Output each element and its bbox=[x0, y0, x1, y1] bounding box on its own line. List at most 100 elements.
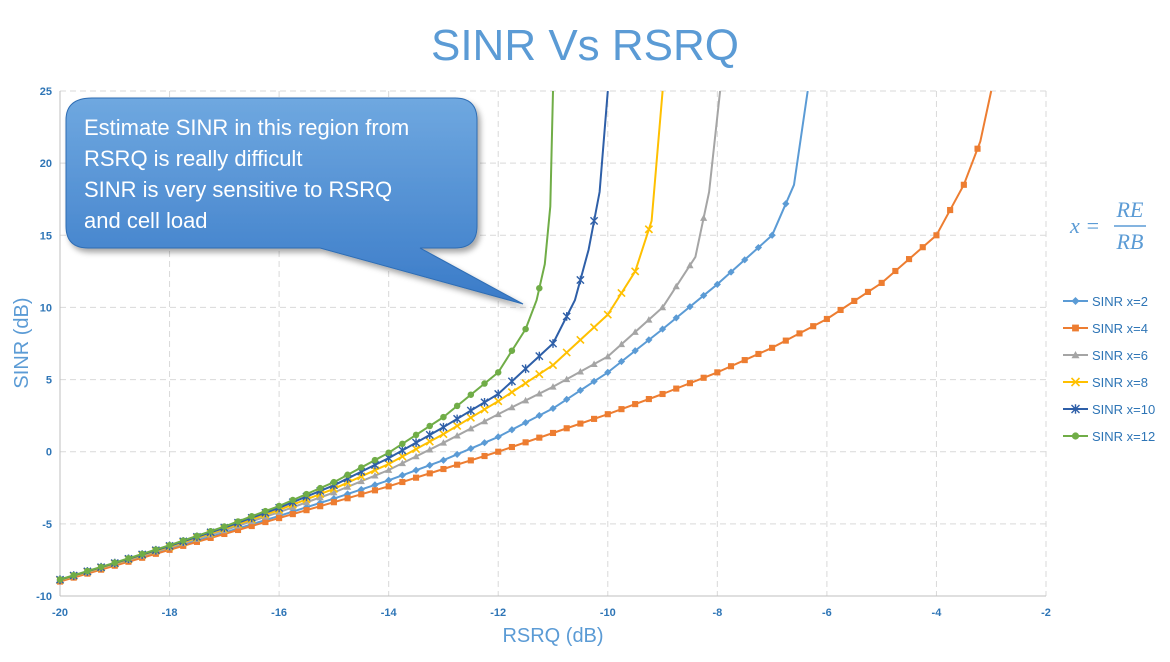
data-point bbox=[741, 357, 748, 364]
data-point bbox=[837, 306, 844, 314]
data-point bbox=[344, 471, 351, 479]
data-point bbox=[262, 518, 269, 526]
data-point bbox=[398, 471, 406, 479]
data-point bbox=[507, 388, 517, 397]
x-tick-label: -14 bbox=[381, 607, 398, 619]
data-point bbox=[399, 478, 406, 486]
axes bbox=[59, 91, 1046, 597]
data-point bbox=[439, 422, 448, 432]
data-point bbox=[411, 444, 421, 454]
data-point bbox=[521, 364, 530, 374]
data-point bbox=[193, 538, 201, 545]
data-point bbox=[480, 417, 489, 425]
chart-title: SINR Vs RSRQ bbox=[431, 21, 739, 70]
data-point bbox=[577, 420, 584, 427]
formula-lhs: x = bbox=[1069, 213, 1100, 238]
data-point bbox=[603, 310, 612, 319]
data-point bbox=[1071, 432, 1080, 440]
data-point bbox=[480, 439, 489, 447]
data-point bbox=[727, 268, 735, 276]
data-point bbox=[700, 374, 707, 381]
data-point bbox=[480, 397, 489, 407]
data-point bbox=[632, 401, 639, 408]
data-point bbox=[686, 380, 694, 387]
data-point bbox=[399, 440, 406, 448]
formula-denominator: RB bbox=[1116, 229, 1144, 254]
legend-item: SINR x=4 bbox=[1063, 321, 1148, 336]
data-point bbox=[755, 350, 762, 358]
data-point bbox=[508, 347, 516, 354]
data-point bbox=[548, 360, 558, 370]
data-point bbox=[330, 488, 338, 496]
data-point bbox=[617, 357, 626, 366]
data-point bbox=[152, 546, 160, 553]
data-point bbox=[645, 316, 653, 323]
data-point bbox=[947, 206, 954, 214]
legend-item: SINR x=12 bbox=[1063, 429, 1155, 444]
x-tick-label: -10 bbox=[600, 607, 616, 619]
data-point bbox=[480, 405, 489, 414]
data-point bbox=[481, 452, 488, 460]
data-point bbox=[535, 390, 543, 397]
data-point bbox=[864, 288, 872, 295]
data-point bbox=[974, 145, 981, 152]
data-point bbox=[672, 282, 680, 290]
data-point bbox=[467, 457, 474, 464]
data-point bbox=[371, 481, 379, 489]
data-point bbox=[563, 395, 571, 404]
data-point bbox=[343, 483, 352, 490]
callout-bubble bbox=[65, 97, 524, 305]
data-point bbox=[933, 232, 940, 239]
y-tick-label: 5 bbox=[46, 375, 52, 387]
data-point bbox=[536, 434, 543, 441]
x-tick-label: -6 bbox=[822, 607, 832, 619]
legend-item: SINR x=2 bbox=[1063, 294, 1148, 309]
data-point bbox=[385, 476, 393, 484]
data-point bbox=[658, 303, 667, 311]
data-point bbox=[385, 466, 393, 473]
data-point bbox=[316, 484, 324, 492]
data-point bbox=[193, 532, 201, 540]
legend-label: SINR x=10 bbox=[1092, 402, 1155, 417]
callout-line-1: Estimate SINR in this region from bbox=[84, 115, 409, 140]
data-point bbox=[466, 413, 475, 422]
data-point bbox=[1071, 351, 1080, 359]
y-tick-label: -5 bbox=[42, 519, 52, 531]
data-point bbox=[453, 414, 462, 424]
data-point bbox=[330, 495, 338, 503]
data-point bbox=[521, 379, 530, 388]
data-point bbox=[440, 413, 447, 421]
x-tick-label: -4 bbox=[932, 607, 943, 619]
data-point bbox=[522, 439, 529, 446]
data-point bbox=[535, 411, 543, 420]
x-tick-label: -18 bbox=[162, 607, 178, 619]
data-point bbox=[398, 452, 407, 461]
data-point bbox=[371, 487, 379, 494]
data-point bbox=[576, 368, 584, 375]
data-point bbox=[426, 470, 433, 477]
data-point bbox=[111, 559, 119, 566]
data-point bbox=[343, 490, 352, 498]
data-point bbox=[330, 478, 338, 486]
plot-grid bbox=[60, 90, 1047, 596]
data-point bbox=[262, 507, 269, 515]
data-point bbox=[1072, 324, 1079, 332]
data-point bbox=[810, 323, 817, 330]
y-tick-label: 15 bbox=[40, 230, 52, 242]
data-point bbox=[494, 397, 503, 406]
data-point bbox=[494, 369, 502, 376]
data-point bbox=[207, 534, 214, 541]
x-tick-label: -20 bbox=[52, 607, 68, 619]
data-point bbox=[412, 431, 420, 439]
data-point bbox=[303, 507, 310, 514]
legend-label: SINR x=6 bbox=[1092, 348, 1148, 363]
data-point bbox=[563, 425, 570, 432]
data-point bbox=[782, 200, 790, 208]
data-point bbox=[358, 464, 365, 471]
data-point bbox=[439, 439, 448, 446]
data-point bbox=[358, 491, 365, 498]
data-point bbox=[686, 303, 694, 311]
data-point bbox=[452, 421, 462, 431]
data-point bbox=[467, 391, 475, 398]
data-point bbox=[467, 424, 475, 432]
